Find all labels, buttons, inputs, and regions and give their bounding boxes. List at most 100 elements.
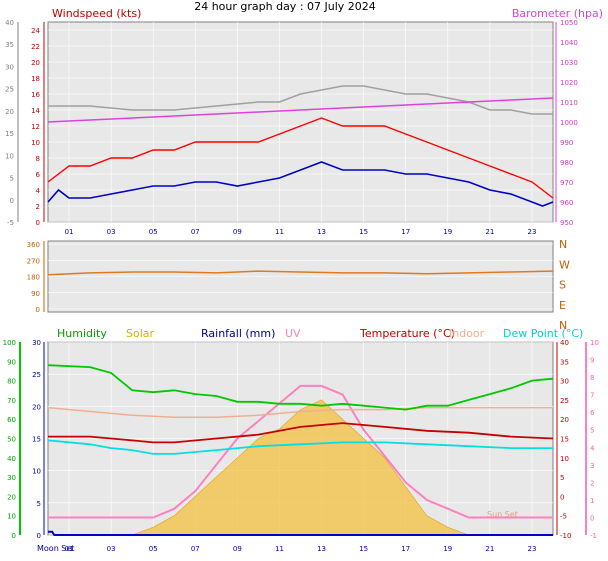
wind-plot-area	[47, 21, 554, 223]
temp-x-tick-label: 15	[359, 545, 368, 553]
rain-tick-label: 10	[32, 468, 41, 476]
wind-tick-label: 22	[31, 43, 40, 51]
wind-baro-panel: Windspeed (kts) Barometer (hpa) 02468101…	[5, 7, 603, 236]
humidity-tick-label: 20	[7, 493, 16, 501]
humidity-tick-label: 90	[7, 358, 16, 366]
wind-x-tick-label: 15	[359, 228, 368, 236]
temp-tick-label: -5	[560, 513, 567, 521]
temp-x-tick-label: 01	[65, 545, 74, 553]
series-line-4	[47, 97, 554, 123]
temp-x-tick-label: 21	[485, 545, 494, 553]
uv-tick-label: 1	[590, 497, 594, 505]
uv-tick-label: 7	[590, 392, 594, 400]
legend-solar: Solar	[126, 327, 155, 340]
temp-tick-label: 25	[560, 397, 569, 405]
wind-tick-label: 14	[31, 107, 40, 115]
wind-x-tick-label: 05	[149, 228, 158, 236]
uv-tick-label: 3	[590, 462, 594, 470]
series-line-2	[48, 85, 553, 115]
wind-tick-label: 0	[36, 219, 40, 227]
dir-tick-label: 180	[27, 274, 40, 282]
compass-label: N	[559, 319, 567, 332]
rainfall-line	[48, 530, 553, 536]
uv-tick-label: 6	[590, 409, 595, 417]
wind-x-tick-label: 17	[401, 228, 410, 236]
compass-label: W	[559, 258, 570, 271]
wind-x-tick-label: 07	[191, 228, 200, 236]
wind-tick-label: 10	[31, 139, 40, 147]
wind-x-tick-label: 09	[233, 228, 242, 236]
baro-tick-label: 950	[560, 219, 573, 227]
temp-tick-label: 5	[560, 474, 564, 482]
solar-area	[48, 399, 553, 536]
dir-tick-label: 90	[31, 290, 40, 298]
baro-tick-label: 960	[560, 199, 573, 207]
rain-tick-label: 15	[32, 436, 41, 444]
indoor-line	[47, 406, 553, 419]
outer-tick-label: -5	[7, 219, 14, 227]
uv-tick-label: 9	[590, 357, 594, 365]
temp-tick-label: 15	[560, 436, 569, 444]
uv-line	[48, 384, 553, 519]
temp-tick-label: 30	[560, 378, 569, 386]
wind-x-tick-label: 11	[275, 228, 284, 236]
uv-tick-label: 2	[590, 479, 594, 487]
rain-tick-label: 20	[32, 403, 41, 411]
outer-tick-label: 30	[5, 63, 14, 71]
outer-tick-label: 5	[10, 175, 14, 183]
baro-axis-label: Barometer (hpa)	[512, 7, 603, 20]
outer-tick-label: 10	[5, 152, 14, 160]
wind-tick-label: 4	[36, 187, 41, 195]
humidity-tick-label: 100	[3, 339, 16, 347]
temp-tick-label: 0	[560, 493, 564, 501]
wind-tick-label: 24	[31, 27, 40, 35]
temp-hum-panel: Humidity Solar Rainfall (mm) UV Temperat…	[3, 327, 599, 553]
wind-tick-label: 16	[31, 91, 40, 99]
wind-x-tick-label: 23	[527, 228, 536, 236]
humidity-tick-label: 50	[7, 436, 16, 444]
outer-tick-label: 0	[10, 197, 14, 205]
outer-tick-label: 35	[5, 41, 14, 49]
humidity-tick-label: 80	[7, 378, 16, 386]
legend-uv: UV	[285, 327, 301, 340]
uv-tick-label: 10	[590, 339, 599, 347]
dir-tick-label: 0	[36, 306, 40, 314]
rain-tick-label: 30	[32, 339, 41, 347]
temp-x-tick-label: 19	[443, 545, 452, 553]
direction-line	[47, 270, 554, 276]
humidity-tick-label: 70	[7, 397, 16, 405]
compass-label: S	[559, 279, 566, 292]
humidity-tick-label: 30	[7, 474, 16, 482]
baro-tick-label: 1020	[560, 79, 578, 87]
temp-tick-label: -10	[560, 532, 571, 540]
dew-point-line	[47, 439, 553, 455]
baro-tick-label: 1000	[560, 119, 578, 127]
series-line-1	[47, 117, 554, 199]
legend-dew-point: Dew Point (°C)	[503, 327, 583, 340]
outer-tick-label: 20	[5, 108, 14, 116]
series-line-3	[47, 161, 554, 207]
wind-tick-label: 2	[36, 203, 40, 211]
baro-tick-label: 1040	[560, 39, 578, 47]
temp-tick-label: 35	[560, 358, 569, 366]
outer-tick-label: 15	[5, 130, 14, 138]
humidity-tick-label: 40	[7, 455, 16, 463]
compass-label: E	[559, 299, 566, 312]
temp-tick-label: 40	[560, 339, 569, 347]
baro-tick-label: 1050	[560, 19, 578, 27]
dir-tick-label: 270	[27, 257, 40, 265]
temp-tick-label: 20	[560, 416, 569, 424]
temp-x-tick-label: 03	[107, 545, 116, 553]
humidity-tick-label: 0	[12, 532, 16, 540]
wind-x-tick-label: 13	[317, 228, 326, 236]
wind-axis-label: Windspeed (kts)	[52, 7, 141, 20]
wind-x-tick-label: 01	[65, 228, 74, 236]
legend-humidity: Humidity	[57, 327, 107, 340]
wind-tick-label: 20	[31, 59, 40, 67]
page-title: 24 hour graph day : 07 July 2024	[194, 0, 376, 13]
uv-tick-label: 8	[590, 374, 594, 382]
moon-set-annotation: Moon Set	[37, 544, 74, 553]
temp-x-tick-label: 23	[527, 545, 536, 553]
